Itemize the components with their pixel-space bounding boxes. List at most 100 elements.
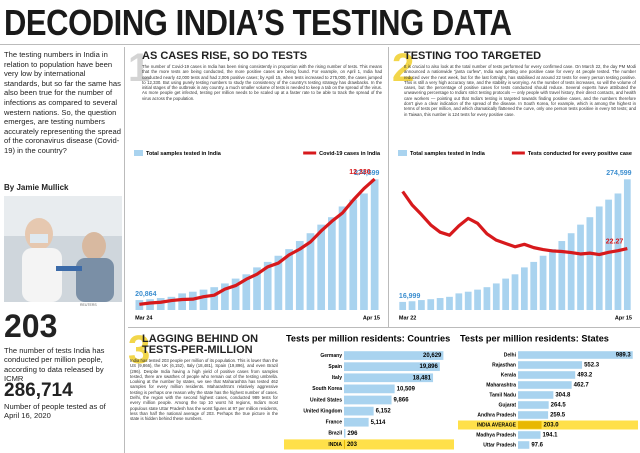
x-tick-label: Mar 22: [399, 315, 416, 321]
bar: [317, 224, 326, 310]
bar: [253, 267, 261, 310]
stat-text: The number of tests India has conducted …: [4, 346, 105, 384]
bar: [210, 287, 219, 310]
bar: [274, 255, 283, 310]
bar: [344, 428, 346, 438]
divider: [128, 327, 640, 328]
bar: [418, 300, 425, 310]
chart-title: Tests per million residents: States: [460, 333, 609, 343]
legend-swatch: [398, 150, 407, 156]
bar: [518, 411, 549, 419]
x-tick-label: Mar 24: [135, 315, 153, 321]
value-label: 552.3: [584, 363, 600, 369]
value-label: 203.0: [544, 423, 560, 429]
bar: [595, 206, 603, 310]
x-tick-label: Apr 15: [363, 315, 380, 321]
bar: [338, 206, 347, 310]
bar: [427, 299, 435, 310]
value-label: 493.2: [577, 373, 593, 379]
category-label: Germany: [320, 353, 342, 359]
bar: [370, 179, 379, 310]
chart: Total samples tested in India Tests condu…: [398, 150, 632, 321]
category-label: United Kingdom: [303, 408, 342, 414]
intro-text: The testing numbers in India in relation…: [4, 50, 121, 155]
bar: [518, 391, 554, 399]
bar: [328, 217, 336, 310]
highlight-row: [284, 439, 454, 450]
chart: Tests per million residents: States Delhi…: [458, 333, 638, 449]
bar: [577, 224, 584, 310]
bar: [518, 381, 572, 389]
value-label: 20,629: [423, 353, 442, 359]
highlight-row: [458, 420, 638, 430]
bar: [399, 301, 407, 310]
bar: [530, 261, 538, 310]
value-label: 5,114: [371, 420, 386, 426]
divider: [388, 47, 389, 327]
value-label: 194.1: [543, 433, 559, 439]
value-label: 18,481: [413, 375, 432, 381]
category-label: Italy: [332, 375, 342, 381]
value-label: 296: [347, 431, 358, 437]
line: [139, 177, 376, 306]
bar: [464, 291, 472, 310]
bar: [558, 241, 566, 310]
bar: [518, 421, 542, 429]
panel-title: TESTING TOO TARGETED: [404, 50, 542, 62]
category-label: Uttar Pradesh: [483, 442, 516, 448]
value-label: 304.8: [555, 393, 571, 399]
bar: [483, 287, 491, 310]
category-label: Spain: [328, 364, 342, 370]
photo: [4, 196, 122, 302]
bar: [408, 301, 416, 310]
line: [401, 190, 628, 257]
bar: [518, 431, 541, 439]
panel-text: India has tested 203 people per million …: [130, 358, 278, 422]
legend-label: Covid-19 cases in India: [319, 151, 381, 157]
bar: [188, 291, 197, 310]
bar: [178, 293, 186, 310]
bar: [518, 401, 549, 409]
category-label: Kerala: [501, 372, 517, 378]
bar: [221, 283, 229, 310]
category-label: INDIA AVERAGE: [477, 422, 517, 428]
divider: [0, 44, 640, 45]
value-label: 10,509: [397, 386, 416, 392]
category-label: Andhra Pradesh: [477, 412, 516, 418]
bar: [455, 293, 463, 310]
chart: Tests per million residents: Countries Ge…: [284, 333, 454, 450]
bar: [360, 193, 368, 310]
bar: [518, 361, 583, 369]
category-label: INDIA: [328, 442, 342, 448]
value-label: 19,896: [420, 364, 439, 370]
category-label: United States: [310, 397, 342, 403]
page-title: DECODING INDIA’S TESTING DATA: [4, 2, 512, 43]
value-label: 462.7: [574, 383, 590, 389]
bar: [344, 417, 369, 427]
bar: [156, 298, 165, 310]
legend-label: Total samples tested in India: [410, 151, 486, 157]
bar: [199, 289, 208, 310]
panel-title: LAGGING BEHIND ON TESTS-PER-MILLION: [142, 333, 259, 356]
category-label: South Korea: [312, 386, 342, 392]
bar: [511, 274, 519, 310]
bar: [502, 278, 510, 310]
photo-credit: REUTERS: [80, 303, 97, 307]
value-label: 97.6: [531, 443, 543, 449]
bar: [242, 274, 251, 310]
category-label: Maharashtra: [486, 382, 516, 388]
bar: [344, 406, 374, 416]
stat-value: 286,714: [4, 380, 73, 401]
bar: [518, 371, 576, 379]
panel-text: The number of Covid-19 cases in India ha…: [142, 64, 382, 101]
bar: [446, 296, 453, 310]
panel-number: 3: [128, 328, 151, 372]
bar: [344, 384, 395, 394]
legend-swatch: [511, 151, 525, 155]
panel-number: 1: [128, 46, 151, 90]
panel-title: AS CASES RISE, SO DO TESTS: [142, 50, 308, 62]
value-label: 20,864: [135, 291, 157, 298]
bar: [344, 395, 392, 405]
bar: [344, 440, 345, 449]
